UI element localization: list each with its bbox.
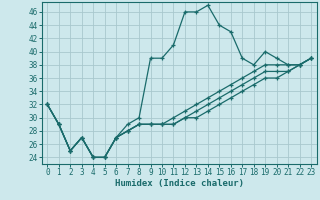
X-axis label: Humidex (Indice chaleur): Humidex (Indice chaleur) xyxy=(115,179,244,188)
